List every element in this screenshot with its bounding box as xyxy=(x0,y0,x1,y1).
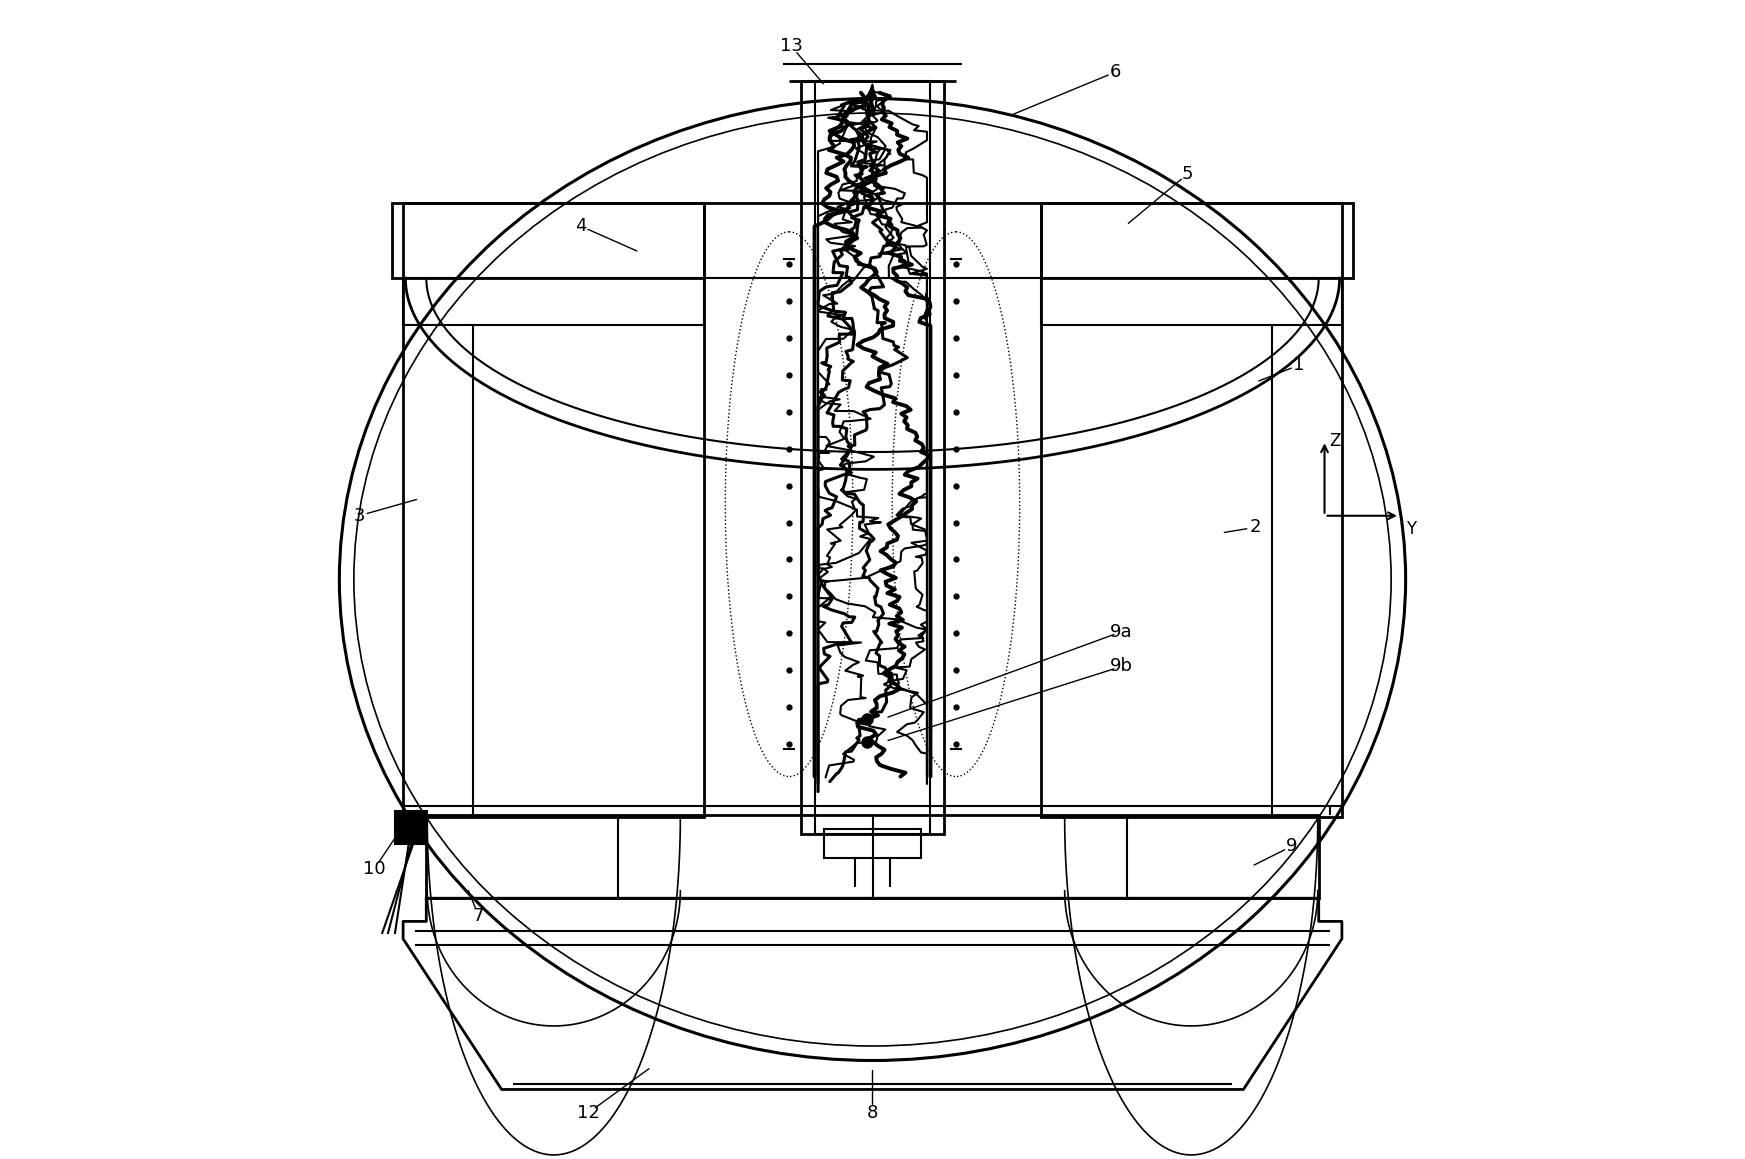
Text: 4: 4 xyxy=(574,217,586,235)
Ellipse shape xyxy=(339,99,1406,1060)
Bar xyxy=(824,829,921,858)
Text: 7: 7 xyxy=(473,906,483,925)
Text: Y: Y xyxy=(1406,520,1415,539)
Text: 10: 10 xyxy=(363,860,386,879)
Text: 9: 9 xyxy=(1286,837,1298,855)
Text: 13: 13 xyxy=(780,37,803,56)
Bar xyxy=(1040,278,1342,325)
Text: 8: 8 xyxy=(867,1103,878,1122)
Text: 9a: 9a xyxy=(1110,622,1133,641)
Text: Z: Z xyxy=(1330,432,1340,451)
Bar xyxy=(426,815,1319,898)
Bar xyxy=(391,203,705,278)
Text: 12: 12 xyxy=(578,1103,600,1122)
Text: 9b: 9b xyxy=(1110,657,1133,676)
Bar xyxy=(403,278,705,325)
Bar xyxy=(801,81,944,834)
Bar xyxy=(1040,203,1342,817)
Text: 6: 6 xyxy=(1110,63,1122,81)
Text: 3: 3 xyxy=(352,506,365,525)
Text: 2: 2 xyxy=(1249,518,1260,537)
Text: 1: 1 xyxy=(1293,356,1305,374)
Bar xyxy=(394,811,428,844)
Bar xyxy=(815,81,930,834)
Bar xyxy=(1040,203,1354,278)
Text: 5: 5 xyxy=(1181,165,1194,183)
Bar xyxy=(403,203,705,817)
